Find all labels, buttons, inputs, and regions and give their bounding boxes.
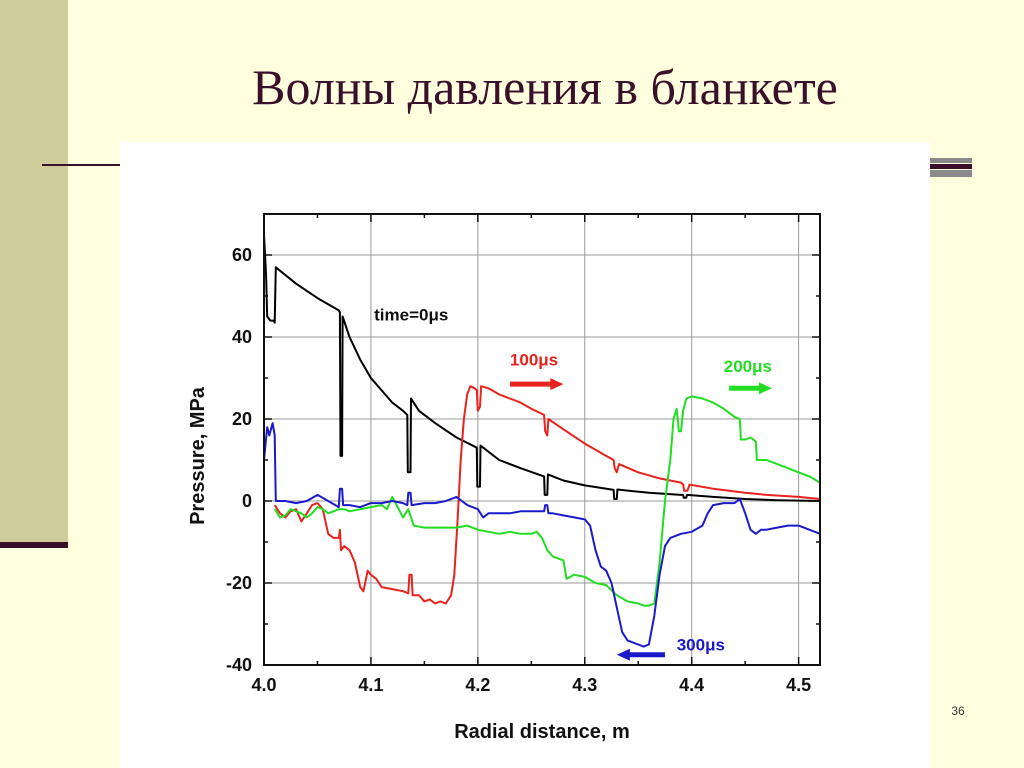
figure-panel: 4.0 4.1 4.2 4.3 4.4 4.5 -40 -20 0 20 40 60 time=0μs…	[120, 142, 930, 768]
series-line-0	[263, 234, 821, 502]
y-tick-label: 0	[242, 491, 252, 511]
pressure-wave-chart: 4.0 4.1 4.2 4.3 4.4 4.5 -40 -20 0 20 40 60 time=0μs…	[187, 213, 821, 743]
series-line-3	[263, 422, 821, 648]
series-annotation-3: 300μs	[677, 636, 725, 655]
axes-frame	[263, 213, 821, 666]
grid-lines	[264, 214, 820, 665]
arrow-head	[616, 648, 630, 661]
series-arrow-2	[729, 382, 772, 395]
right-decor-rule-mid	[930, 164, 972, 169]
y-tick-label: 60	[232, 245, 252, 265]
x-tick-label: 4.1	[358, 675, 383, 695]
series-annotation-1: 100μs	[510, 351, 558, 370]
series-arrow-1	[509, 378, 564, 391]
series-annotation-2: 200μs	[724, 357, 772, 376]
y-tick-label: 40	[232, 327, 252, 347]
series-annotation-0: time=0μs	[374, 306, 448, 325]
series-annotations: time=0μs 100μs 200μs 300μs	[374, 306, 772, 661]
y-tick-label: 20	[232, 409, 252, 429]
right-decor-rule-top	[930, 158, 972, 163]
series-line-1	[273, 385, 821, 605]
right-decor-rule-bottom	[930, 170, 972, 177]
series-lines	[263, 234, 821, 648]
x-tick-label: 4.3	[572, 675, 597, 695]
tick-labels: 4.0 4.1 4.2 4.3 4.4 4.5 -40 -20 0 20 40 60	[226, 245, 811, 695]
x-axis-label: Radial distance, m	[454, 721, 630, 743]
x-tick-label: 4.2	[465, 675, 490, 695]
page-number: 36	[951, 704, 965, 718]
series-arrow-3	[616, 648, 665, 661]
left-decor-rule	[0, 542, 68, 548]
slide-title: Волны давления в бланкете	[252, 59, 838, 115]
left-decor-band	[0, 0, 68, 548]
y-axis-label: Pressure, MPa	[187, 386, 209, 525]
x-tick-label: 4.0	[251, 675, 276, 695]
plot-frame	[263, 213, 821, 666]
arrow-head	[550, 378, 564, 391]
y-tick-label: -40	[226, 655, 252, 675]
title-underline-rule	[42, 164, 122, 166]
x-tick-label: 4.4	[679, 675, 704, 695]
y-tick-label: -20	[226, 573, 252, 593]
arrow-head	[758, 382, 772, 395]
series-line-2	[273, 395, 821, 607]
x-tick-label: 4.5	[786, 675, 811, 695]
